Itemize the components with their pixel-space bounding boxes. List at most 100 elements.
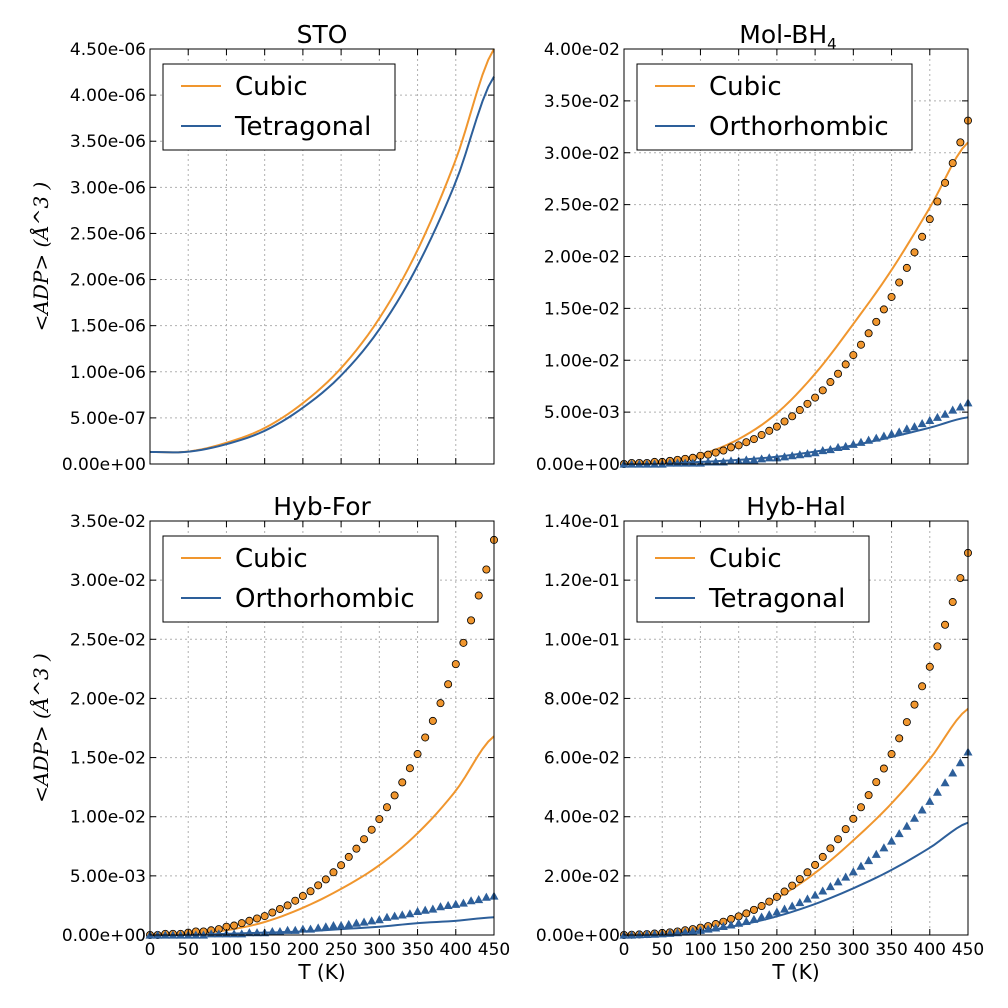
marker-circle (788, 412, 797, 421)
marker-circle (749, 435, 758, 444)
x-tick-label: 350 (401, 940, 433, 960)
marker-circle (933, 642, 942, 651)
y-tick-label: 5.00e-07 (70, 409, 146, 429)
marker-circle (818, 386, 827, 395)
marker-circle (382, 803, 391, 812)
y-tick-label: 3.50e-02 (70, 512, 146, 532)
chart-title: Hyb-Hal (746, 492, 846, 521)
x-tick-label: 0 (619, 940, 630, 960)
marker-circle (757, 902, 766, 911)
marker-triangle (267, 926, 277, 936)
y-axis-label: <ADP> (Å^3 ) (28, 653, 53, 803)
marker-circle (780, 887, 789, 896)
x-tick-label: 250 (799, 940, 831, 960)
marker-circle (918, 232, 927, 241)
legend: Cubic Orthorhombic (162, 535, 439, 623)
plot-frame (149, 48, 495, 465)
marker-circle (237, 919, 246, 928)
marker-triangle (772, 907, 782, 916)
y-tick-label: 1.50e-02 (544, 299, 620, 319)
marker-circle (742, 438, 751, 447)
legend: Cubic Tetragonal (636, 535, 870, 623)
marker-triangle (948, 768, 958, 777)
y-tick-label: 4.00e-02 (544, 808, 620, 828)
marker-triangle (810, 448, 820, 457)
marker-triangle (420, 905, 430, 914)
chart-panel-4: 0.00e+00 2.00e-02 4.00e-02 6.00e-02 8.00e-02… (536, 492, 984, 984)
x-tick-label: 200 (761, 940, 793, 960)
marker-triangle (275, 926, 285, 936)
marker-triangle (665, 458, 675, 467)
chart-panel-1: 0.00e+00 5.00e-07 1.00e-06 1.50e-06 2.00e-06… (28, 20, 495, 475)
marker-triangle (428, 904, 438, 913)
marker-circle (298, 891, 307, 900)
marker-triangle (871, 433, 881, 442)
marker-circle (306, 887, 315, 896)
marker-triangle (703, 924, 713, 933)
y-tick-label: 5.00e-03 (544, 403, 620, 423)
marker-circle (436, 699, 445, 708)
marker-triangle (856, 437, 866, 446)
x-tick-label: 50 (651, 940, 673, 960)
legend-label: Cubic (709, 544, 782, 574)
marker-triangle (283, 925, 293, 934)
marker-triangle (451, 899, 461, 908)
marker-triangle (780, 904, 790, 913)
legend-label: Cubic (235, 544, 308, 574)
marker-triangle (764, 910, 774, 919)
marker-triangle (359, 917, 369, 926)
y-tick-label: 2.50e-02 (544, 196, 620, 216)
x-tick-label: 50 (177, 940, 199, 960)
marker-circle (230, 921, 239, 930)
marker-circle (887, 292, 896, 301)
marker-circle (482, 565, 491, 574)
y-axis-label: <ADP> (Å^3 ) (28, 182, 53, 332)
plot-frame (149, 520, 495, 936)
y-tick-label: 1.00e-02 (70, 808, 146, 828)
marker-circle (428, 716, 437, 725)
marker-triangle (909, 813, 919, 822)
marker-triangle (757, 454, 767, 463)
x-tick-label: 400 (914, 940, 946, 960)
y-tick-label: 0.00e+00 (62, 455, 146, 475)
chart-title-subscript: 4 (827, 35, 837, 53)
marker-triangle (841, 441, 851, 450)
marker-circle (268, 908, 277, 917)
marker-triangle (741, 455, 751, 464)
y-tick-label: 6.00e-02 (544, 749, 620, 769)
marker-triangle (673, 458, 683, 467)
marker-triangle (390, 911, 400, 920)
marker-triangle (405, 909, 415, 918)
marker-circle (803, 399, 812, 408)
legend-label: Tetragonal (708, 584, 845, 614)
y-tick-label: 1.00e-01 (544, 630, 620, 650)
marker-triangle (932, 787, 942, 796)
y-tick-label: 1.40e-01 (544, 512, 620, 532)
marker-circle (352, 844, 361, 853)
marker-circle (275, 904, 284, 913)
marker-triangle (871, 849, 881, 858)
marker-triangle (741, 916, 751, 925)
marker-circle (253, 914, 262, 923)
plot-frame (623, 520, 969, 936)
marker-circle (910, 248, 919, 257)
marker-triangle (397, 910, 407, 919)
marker-circle (841, 360, 850, 369)
chart-panel-2: 0.00e+00 5.00e-03 1.00e-02 1.50e-02 2.00e-02… (536, 20, 973, 475)
marker-triangle (374, 915, 384, 924)
marker-circle (856, 803, 865, 812)
marker-circle (734, 441, 743, 450)
legend-label: Tetragonal (234, 112, 371, 142)
marker-triangle (367, 916, 377, 925)
marker-circle (367, 825, 376, 834)
marker-triangle (688, 926, 698, 935)
legend-box (162, 63, 396, 151)
y-tick-label: 2.00e-02 (544, 867, 620, 887)
marker-circle (956, 138, 965, 147)
marker-circle (818, 852, 827, 861)
y-tick-label: 2.00e-02 (70, 689, 146, 709)
marker-circle (834, 369, 843, 378)
marker-circle (826, 378, 835, 387)
x-tick-label: 300 (837, 940, 869, 960)
